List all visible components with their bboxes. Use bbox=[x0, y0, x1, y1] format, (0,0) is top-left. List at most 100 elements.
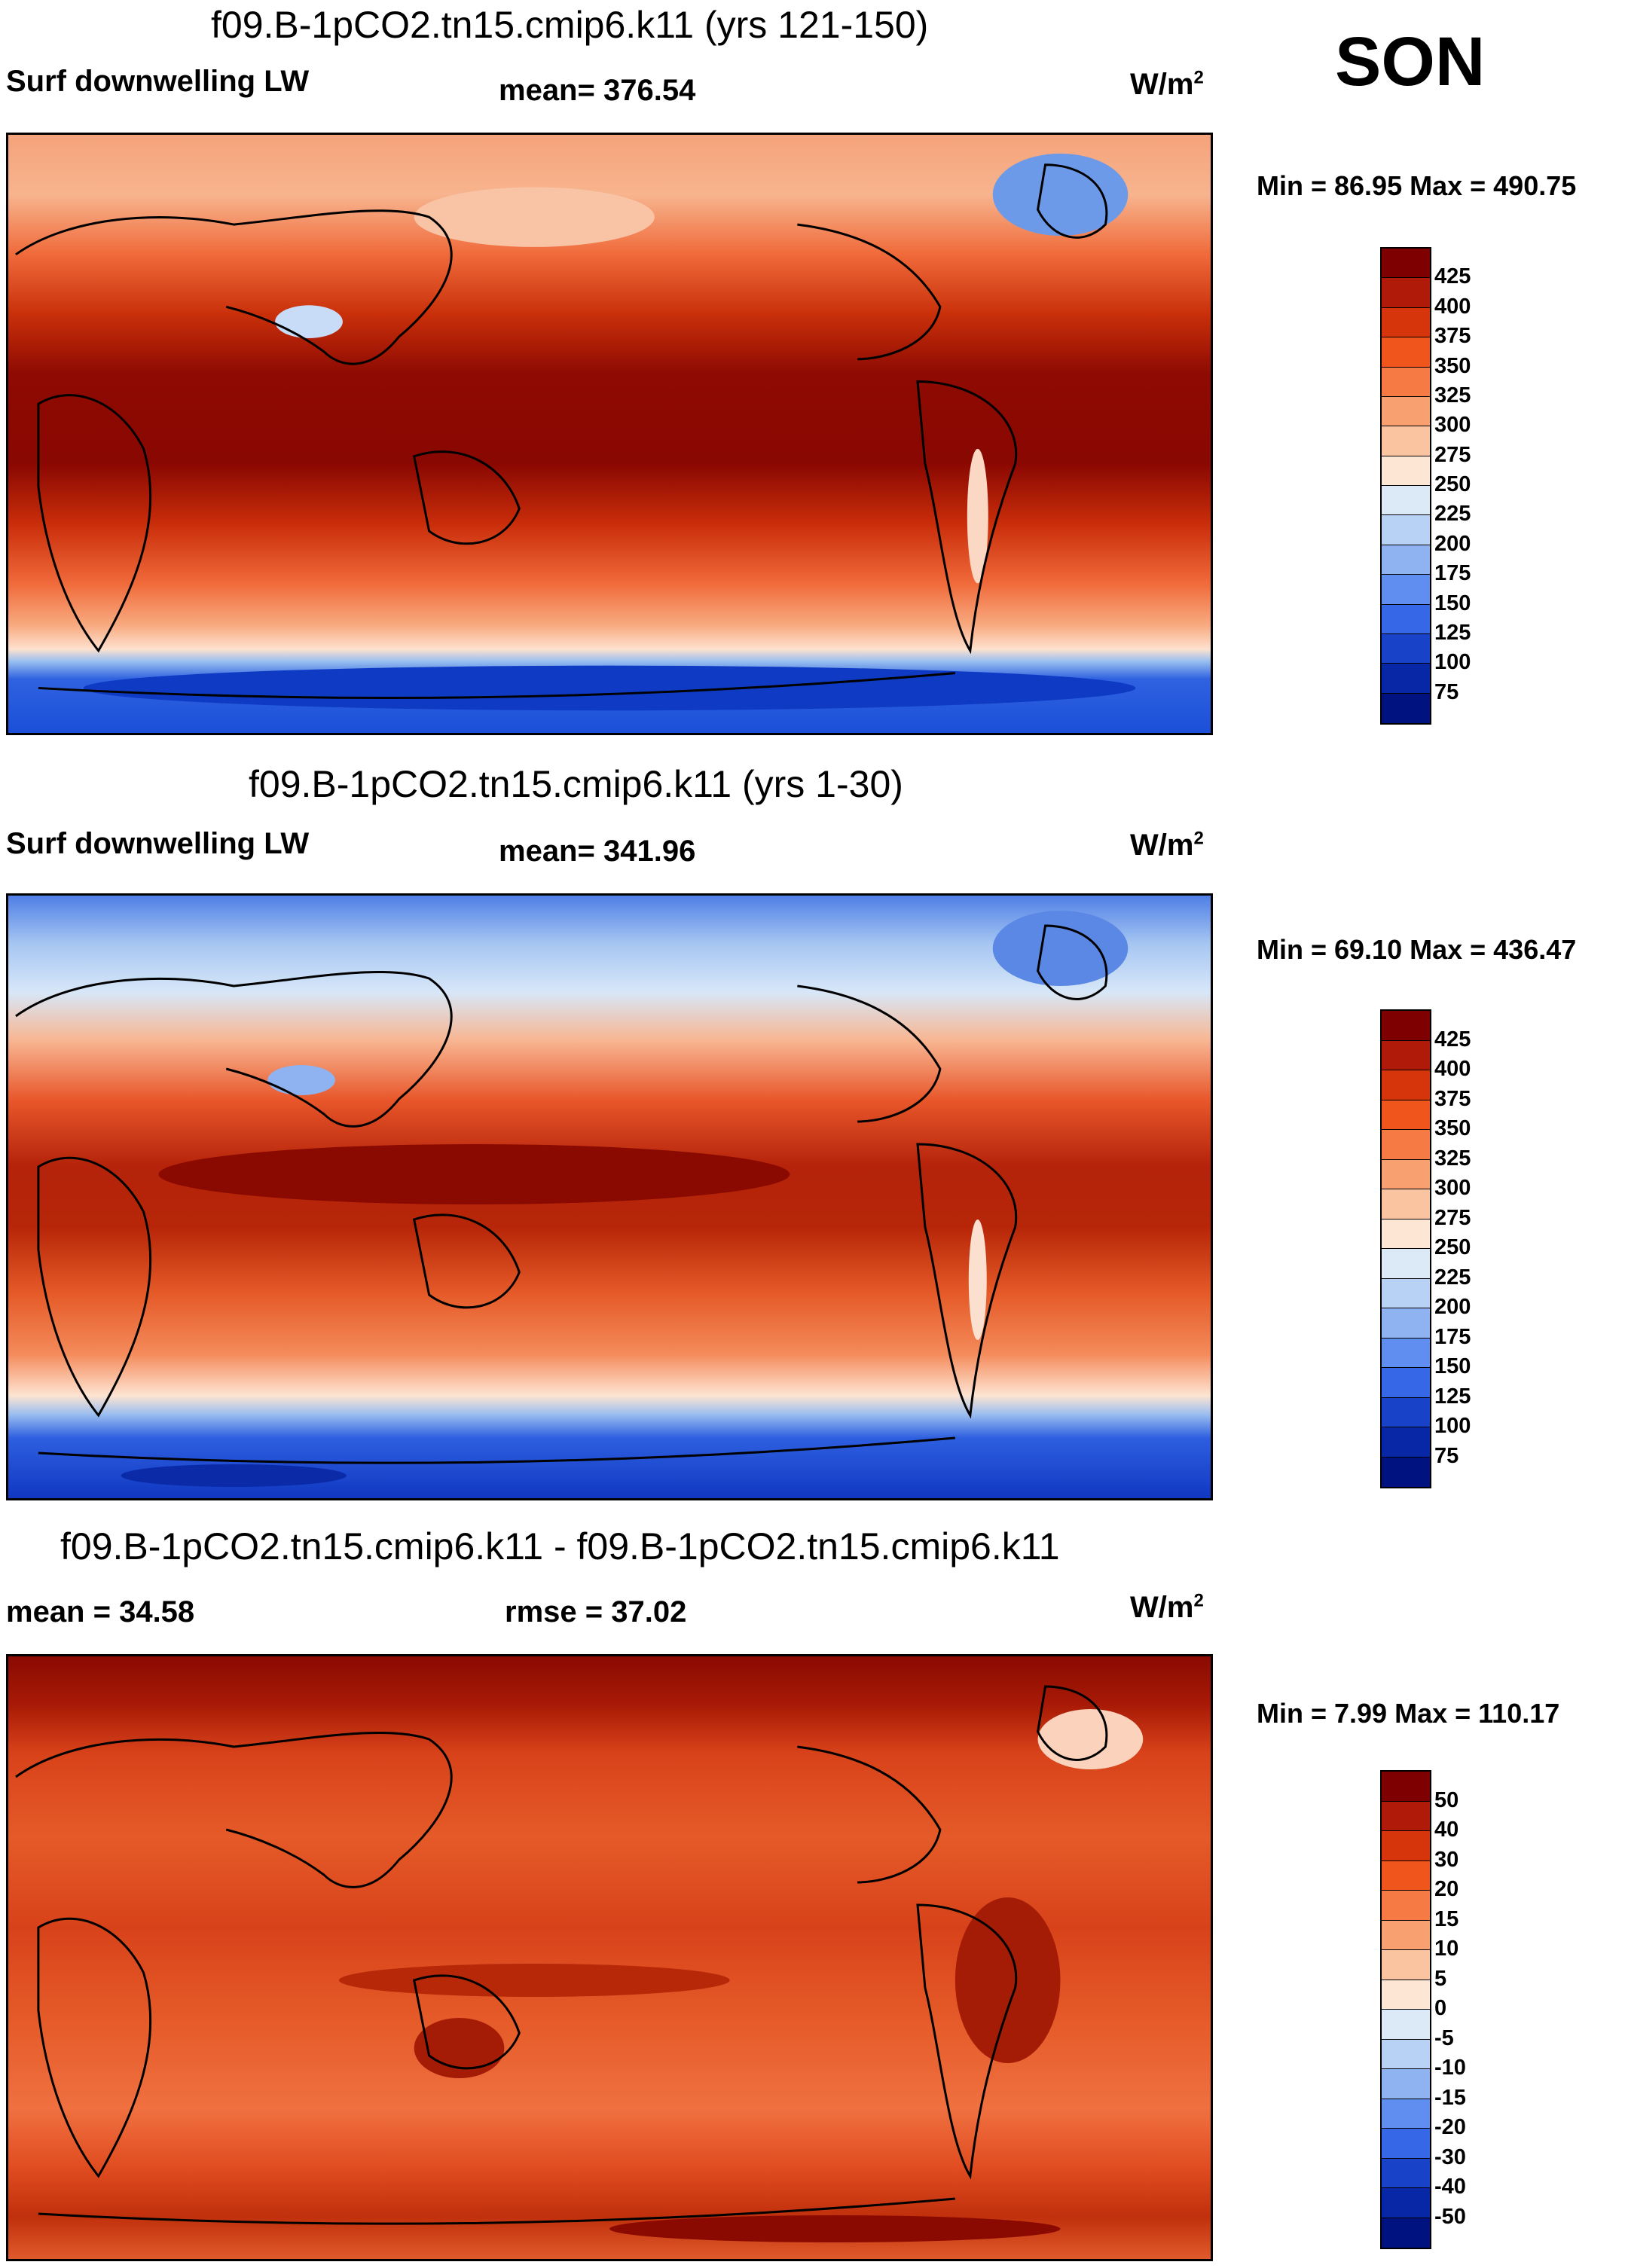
panel3-colorbar-tick-label: 20 bbox=[1434, 1877, 1459, 1901]
panel3-colorbar-tick-label: -50 bbox=[1434, 2204, 1466, 2229]
panel2-colorbar-tick-label: 250 bbox=[1434, 1235, 1471, 1259]
panel2-colorbar-swatch bbox=[1382, 1130, 1430, 1160]
panel1-colorbar-swatch bbox=[1382, 426, 1430, 456]
panel2-colorbar-tick-label: 425 bbox=[1434, 1027, 1471, 1052]
panel2-colorbar-tick-label: 325 bbox=[1434, 1146, 1471, 1171]
panel3-colorbar-swatch bbox=[1382, 2218, 1430, 2248]
panel1-map-svg bbox=[8, 135, 1211, 733]
panel3-colorbar-swatch bbox=[1382, 1950, 1430, 1980]
panel2-colorbar-swatch bbox=[1382, 1368, 1430, 1398]
panel3-map-svg bbox=[8, 1656, 1211, 2259]
panel2-colorbar-swatch bbox=[1382, 1397, 1430, 1427]
panel2-title: f09.B-1pCO2.tn15.cmip6.k11 (yrs 1-30) bbox=[249, 763, 903, 805]
panel3-min-max: Min = 7.99 Max = 110.17 bbox=[1257, 1698, 1560, 1729]
panel3-colorbar-tick-label: 0 bbox=[1434, 1996, 1447, 2020]
panel2-colorbar-swatch bbox=[1382, 1011, 1430, 1041]
panel3-colorbar-swatch bbox=[1382, 1891, 1430, 1921]
panel3-colorbar-swatch bbox=[1382, 2069, 1430, 2099]
panel1-colorbar-tick-label: 250 bbox=[1434, 472, 1471, 496]
panel2-colorbar-swatch bbox=[1382, 1457, 1430, 1487]
panel1-colorbar-swatch bbox=[1382, 278, 1430, 308]
panel1-colorbar-swatch bbox=[1382, 249, 1430, 279]
greenland-cold-patch bbox=[992, 153, 1129, 236]
panel3-colorbar-tick-label: 5 bbox=[1434, 1966, 1447, 1991]
season-label: SON bbox=[1335, 23, 1486, 100]
panel3-colorbar-tick-label: -20 bbox=[1434, 2115, 1466, 2139]
panel2-units: W/m2 bbox=[1130, 828, 1204, 862]
panel1-colorbar-swatch bbox=[1382, 575, 1430, 605]
panel2-colorbar-tick-label: 400 bbox=[1434, 1057, 1471, 1081]
panel1-colorbar-tick-label: 225 bbox=[1434, 502, 1471, 527]
panel3-colorbar-tick-label: 10 bbox=[1434, 1937, 1459, 1961]
panel1-colorbar-swatch bbox=[1382, 693, 1430, 723]
panel1-colorbar-swatch bbox=[1382, 515, 1430, 545]
panel1-colorbar-tick-label: 275 bbox=[1434, 442, 1471, 467]
panel1-colorbar-tick-label: 425 bbox=[1434, 264, 1471, 289]
panel1-colorbar-swatch bbox=[1382, 307, 1430, 338]
panel1-colorbar-tick-label: 375 bbox=[1434, 324, 1471, 349]
panel3-title: f09.B-1pCO2.tn15.cmip6.k11 - f09.B-1pCO2… bbox=[60, 1525, 1060, 1567]
panel2-colorbar-swatch bbox=[1382, 1189, 1430, 1219]
panel2-colorbar-tick-label: 225 bbox=[1434, 1265, 1471, 1290]
panel1-colorbar-swatch bbox=[1382, 367, 1430, 397]
panel3-colorbar-swatch bbox=[1382, 1980, 1430, 2010]
panel2-colorbar-swatch bbox=[1382, 1159, 1430, 1189]
panel2-colorbar-tick-label: 200 bbox=[1434, 1295, 1471, 1319]
panel1-colorbar-swatch bbox=[1382, 633, 1430, 664]
panel1-colorbar-tick-label: 200 bbox=[1434, 531, 1471, 556]
panel3-colorbar-swatch bbox=[1382, 2099, 1430, 2129]
panel3-colorbar-swatch bbox=[1382, 2188, 1430, 2218]
panel3-colorbar-swatch bbox=[1382, 2039, 1430, 2069]
panel1-colorbar-swatch bbox=[1382, 664, 1430, 694]
panel3-colorbar-tick-label: 40 bbox=[1434, 1818, 1459, 1842]
panel3-colorbar-tick-label: 15 bbox=[1434, 1906, 1459, 1931]
panel1-colorbar-tick-label: 100 bbox=[1434, 650, 1471, 675]
panel3-colorbar-swatch bbox=[1382, 1920, 1430, 1950]
panel2-colorbar-swatch bbox=[1382, 1100, 1430, 1130]
panel3-colorbar-swatch bbox=[1382, 1831, 1430, 1861]
panel3-colorbar-tick-label: -15 bbox=[1434, 2085, 1466, 2110]
panel1-colorbar bbox=[1380, 247, 1431, 725]
panel1-colorbar-tick-label: 75 bbox=[1434, 679, 1459, 704]
panel1-colorbar-tick-label: 300 bbox=[1434, 413, 1471, 438]
panel1-colorbar-swatch bbox=[1382, 486, 1430, 516]
panel2-colorbar-swatch bbox=[1382, 1278, 1430, 1308]
panel3-units: W/m2 bbox=[1130, 1590, 1204, 1624]
panel2-colorbar-tick-label: 375 bbox=[1434, 1086, 1471, 1111]
panel3-colorbar-tick-label: -5 bbox=[1434, 2025, 1454, 2050]
panel3-map bbox=[6, 1654, 1213, 2261]
panel2-colorbar-tick-label: 100 bbox=[1434, 1414, 1471, 1438]
panel3-colorbar-tick-label: 50 bbox=[1434, 1787, 1459, 1812]
panel1-units: W/m2 bbox=[1130, 67, 1204, 101]
panel1-colorbar-swatch bbox=[1382, 456, 1430, 486]
panel2-colorbar-tick-label: 350 bbox=[1434, 1116, 1471, 1140]
panel1-colorbar-swatch bbox=[1382, 545, 1430, 575]
panel3-colorbar-tick-label: -10 bbox=[1434, 2056, 1466, 2080]
panel2-coastlines bbox=[15, 924, 1108, 1464]
panel1-colorbar-tick-label: 400 bbox=[1434, 294, 1471, 319]
panel3-colorbar-tick-label: 30 bbox=[1434, 1847, 1459, 1872]
panel2-mean-label: mean= 341.96 bbox=[499, 835, 696, 868]
panel2-colorbar-swatch bbox=[1382, 1070, 1430, 1100]
panel3-colorbar-tick-label: -40 bbox=[1434, 2175, 1466, 2199]
tibet-cold-patch bbox=[275, 305, 343, 338]
panel2-map bbox=[6, 893, 1213, 1500]
panel2-colorbar-swatch bbox=[1382, 1219, 1430, 1249]
panel3-rmse-label: rmse = 37.02 bbox=[505, 1595, 687, 1629]
panel1-colorbar-swatch bbox=[1382, 604, 1430, 634]
panel2-colorbar-swatch bbox=[1382, 1427, 1430, 1458]
panel3-colorbar-swatch bbox=[1382, 1772, 1430, 1802]
panel3-colorbar bbox=[1380, 1770, 1431, 2249]
panel1-colorbar-tick-label: 125 bbox=[1434, 620, 1471, 645]
panel2-colorbar-tick-label: 300 bbox=[1434, 1176, 1471, 1200]
panel2-colorbar-tick-label: 175 bbox=[1434, 1324, 1471, 1349]
panel1-title: f09.B-1pCO2.tn15.cmip6.k11 (yrs 121-150) bbox=[211, 4, 929, 46]
panel1-colorbar-tick-label: 325 bbox=[1434, 383, 1471, 408]
panel1-colorbar-swatch bbox=[1382, 396, 1430, 427]
panel2-colorbar-tick-label: 125 bbox=[1434, 1384, 1471, 1409]
panel1-colorbar-swatch bbox=[1382, 337, 1430, 368]
panel2-min-max: Min = 69.10 Max = 436.47 bbox=[1257, 934, 1577, 965]
panel3-colorbar-swatch bbox=[1382, 1860, 1430, 1891]
panel3-coastlines bbox=[15, 1685, 1108, 2225]
panel2-colorbar-swatch bbox=[1382, 1249, 1430, 1279]
